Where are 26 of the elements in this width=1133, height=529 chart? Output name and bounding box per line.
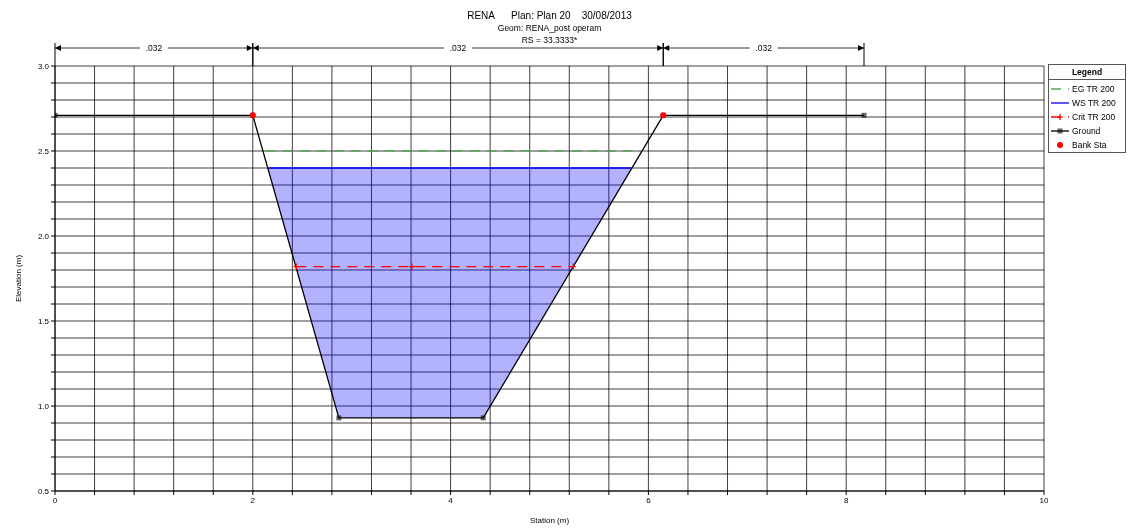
legend-label: Ground <box>1072 126 1101 136</box>
x-tick-label: 10 <box>1039 495 1049 505</box>
x-tick-label: 4 <box>448 495 454 505</box>
y-axis-title: Elevation (m) <box>13 254 23 303</box>
x-tick-label: 6 <box>646 495 652 505</box>
y-tick-label: 0.5 <box>37 486 50 496</box>
chart-title: RENA Plan: Plan 20 30/08/2013 <box>466 10 633 22</box>
x-tick-label: 8 <box>843 495 849 505</box>
legend-title: Legend <box>1049 67 1125 80</box>
legend-label: EG TR 200 <box>1072 84 1115 94</box>
chart-subtitle: Geom: RENA_post operam <box>496 22 603 34</box>
legend-label: Bank Sta <box>1072 140 1107 150</box>
text: .032 <box>449 43 467 53</box>
text: .032 <box>145 43 163 53</box>
legend-label: WS TR 200 <box>1072 98 1116 108</box>
y-tick-label: 1.0 <box>37 401 50 411</box>
y-tick-label: 3.0 <box>37 61 50 71</box>
x-tick-label: 0 <box>52 495 58 505</box>
text: RS = 33.3333* <box>521 35 578 45</box>
y-tick-label: 1.5 <box>37 316 50 326</box>
y-tick-label: 2.0 <box>37 231 50 241</box>
x-axis-title: Station (m) <box>529 516 570 525</box>
legend-label: Crit TR 200 <box>1072 112 1116 122</box>
text: .032 <box>755 43 773 53</box>
x-tick-label: 2 <box>250 495 256 505</box>
y-tick-label: 2.5 <box>37 146 50 156</box>
